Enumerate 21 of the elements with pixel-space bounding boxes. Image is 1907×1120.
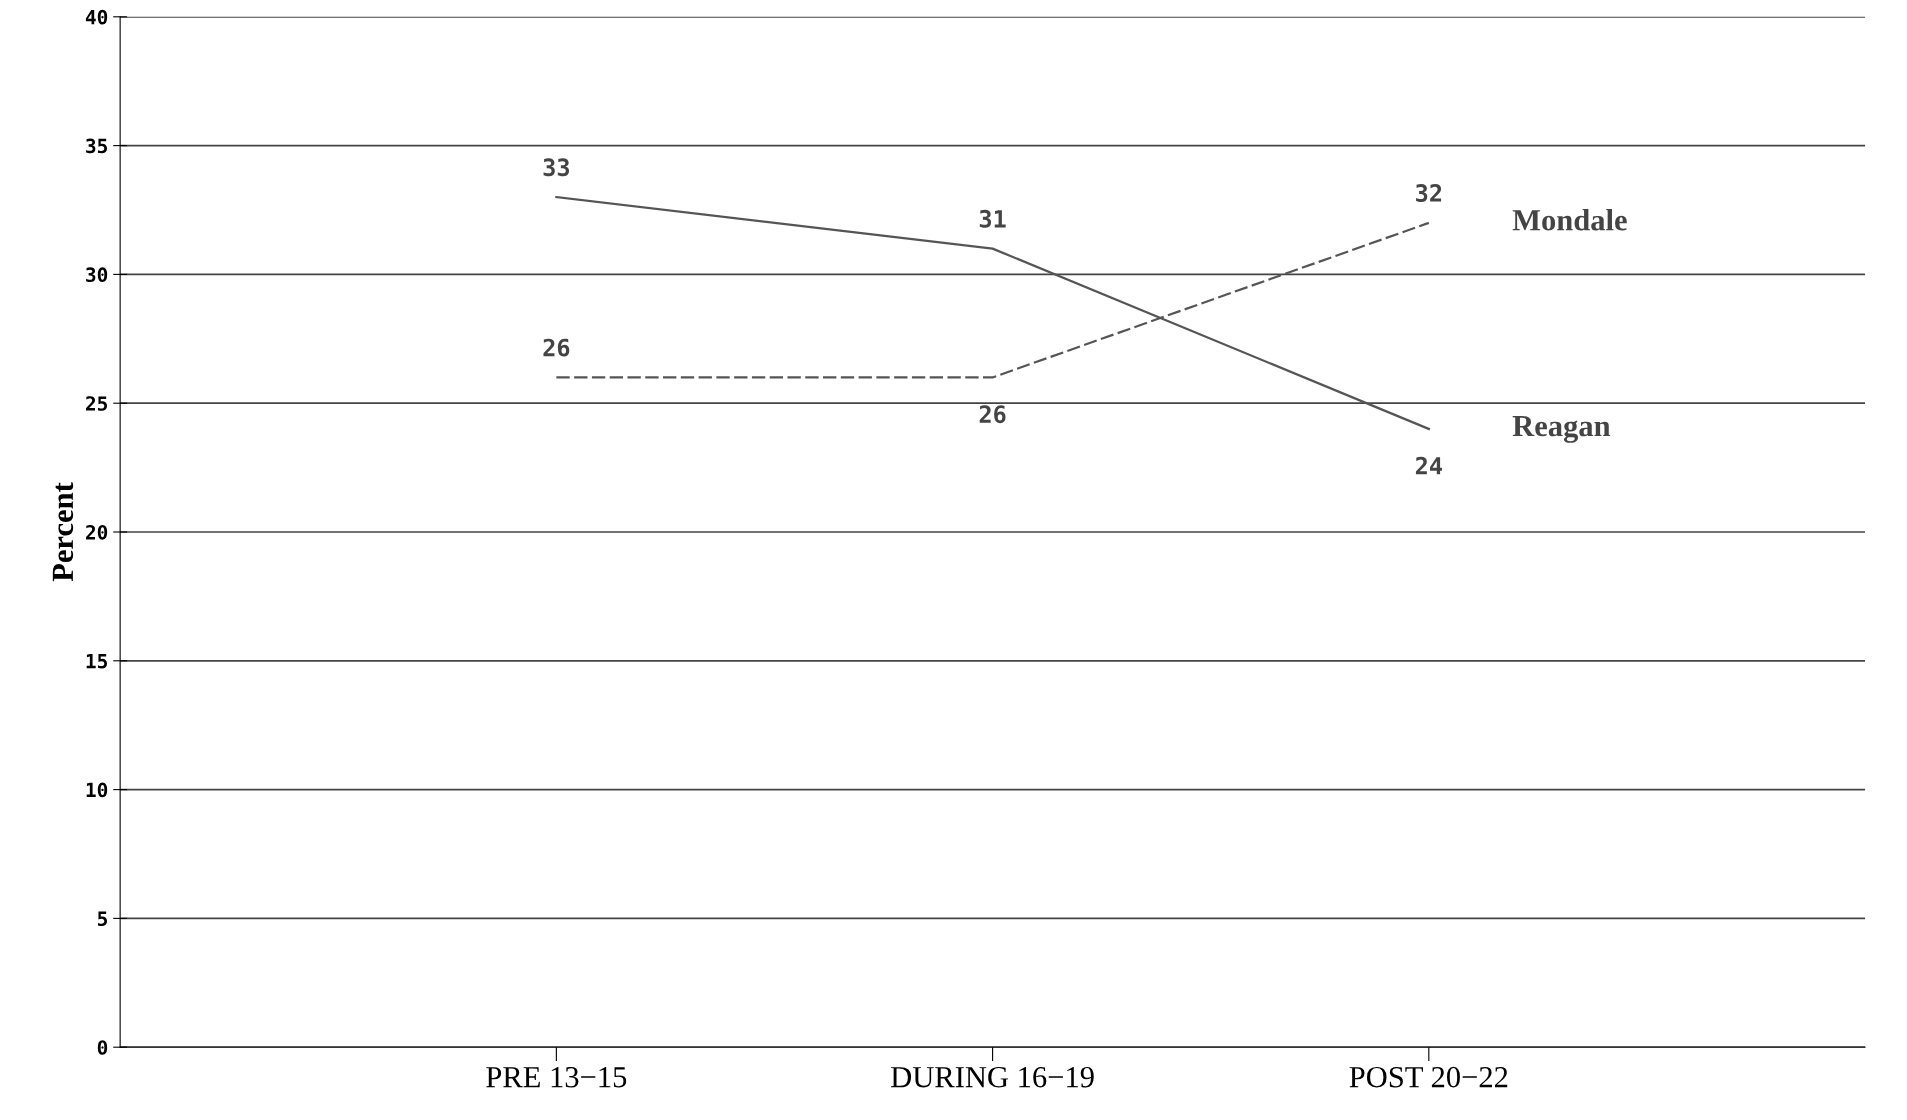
text: Mondale [1512,209,1627,231]
data-label: 26 [543,338,570,357]
y-tick-label: 5 [97,911,108,927]
y-tick-label: 20 [86,524,108,540]
data-label: 24 [1415,456,1442,475]
y-tick-label: 35 [86,138,108,154]
y-tick-label: 0 [97,1040,108,1055]
x-tick-label: PRE 13−15 [486,1066,627,1088]
y-tick-label: 40 [85,9,108,25]
data-label: 33 [543,158,570,177]
y-axis-title: Percent [52,482,74,582]
text: Reagan [1512,416,1611,443]
x-tick-label: DURING 16−19 [891,1066,1094,1088]
y-tick-label: 15 [86,654,108,669]
data-label: 26 [979,405,1006,424]
data-label: 31 [979,209,1006,228]
y-tick-label: 25 [86,396,108,411]
x-tick-label: POST 20−22 [1349,1066,1508,1088]
data-label: 32 [1416,184,1442,202]
y-tick-label: 10 [86,782,108,798]
y-tick-label: 30 [86,267,108,283]
